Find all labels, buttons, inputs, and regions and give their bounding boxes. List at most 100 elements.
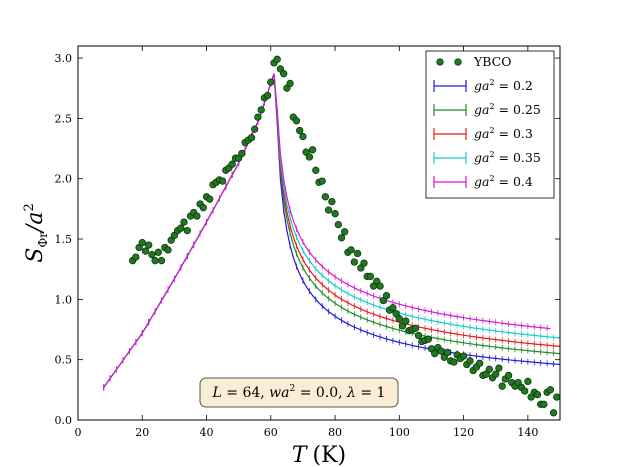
y-tick-label: 2.5 <box>55 112 73 125</box>
legend-label: ga2 = 0.25 <box>474 102 541 117</box>
ybco-point <box>312 166 320 174</box>
annotation-e2: = 0.0, <box>295 385 347 401</box>
ybco-point <box>540 400 548 408</box>
ybco-point <box>280 70 288 78</box>
ybco-point <box>350 258 358 266</box>
legend-item-3: ga2 = 0.3 <box>433 126 533 141</box>
ybco-point <box>238 149 246 158</box>
ybco-point <box>263 91 272 100</box>
x-axis-label: T (K) <box>292 443 346 467</box>
ybco-point <box>151 257 159 265</box>
ybco-point <box>521 387 529 395</box>
x-axis: 0 20 40 60 80 100 120 140 <box>75 46 538 439</box>
ybco-point <box>546 386 555 394</box>
ybco-point <box>199 204 207 212</box>
legend-items: YBCO ga2 = 0.2 ga2 = 0.25 ga2 = 0.3 ga2 = 0.… <box>433 54 541 189</box>
x-tick-label: 40 <box>200 426 214 439</box>
ybco-point <box>318 177 326 185</box>
ybco-point <box>193 212 201 220</box>
legend-item-5: ga2 = 0.4 <box>433 174 533 189</box>
legend-item-4: ga2 = 0.35 <box>433 150 541 165</box>
ybco-point <box>328 197 336 206</box>
ybco-point <box>286 79 294 88</box>
plot-frame <box>77 45 561 421</box>
annotation-box <box>199 377 399 408</box>
x-tick-label: 20 <box>135 426 149 439</box>
ybco-point <box>553 393 561 401</box>
ybco-point <box>492 370 500 378</box>
parameter-annotation: L = 64, wa2 = 0.0, λ = 1 <box>199 377 399 408</box>
annotation-e3: = 1 <box>356 385 386 401</box>
y-tick-label: 2.0 <box>55 173 73 186</box>
ybco-point <box>132 253 140 261</box>
x-tick-label: 100 <box>389 426 410 439</box>
ybco-point <box>257 106 265 114</box>
ybco-point <box>533 391 542 399</box>
y-axis-label-den: /a <box>23 212 48 235</box>
ybco-point <box>549 409 558 417</box>
y-tick-label: 0.0 <box>55 414 73 427</box>
ybco-point <box>157 257 166 265</box>
ybco-point <box>154 248 162 256</box>
ybco-point <box>376 282 384 290</box>
x-axis-label-var: T <box>292 443 309 467</box>
x-tick-label: 140 <box>517 426 538 439</box>
ybco-point <box>504 371 513 380</box>
annotation-l: L <box>212 385 222 401</box>
ybco-point <box>292 117 301 125</box>
ybco-point <box>305 153 314 161</box>
ybco-point <box>141 247 150 255</box>
ybco-point <box>498 382 506 390</box>
y-axis: 0.0 0.5 1.0 1.5 2.0 2.5 3.0 <box>55 52 560 427</box>
ybco-point <box>251 125 259 133</box>
legend: YBCO ga2 = 0.2 ga2 = 0.25 ga2 = 0.3 ga2 = 0.… <box>425 50 555 199</box>
x-tick-label: 80 <box>328 426 342 439</box>
ybco-point <box>382 292 391 300</box>
legend-item-0: YBCO <box>436 54 511 69</box>
y-tick-label: 3.0 <box>55 52 73 65</box>
ybco-point <box>389 304 397 312</box>
ybco-point <box>334 220 342 229</box>
ybco-point <box>347 246 355 254</box>
y-axis-label: SΦr/a2 <box>22 203 50 262</box>
ybco-point <box>366 272 375 281</box>
ybco-point <box>138 239 146 247</box>
ybco-point <box>395 315 403 323</box>
ybco-point <box>414 331 423 340</box>
ybco-point <box>431 349 439 358</box>
y-tick-label: 0.5 <box>55 354 73 367</box>
y-axis-label-sup: 2 <box>22 203 37 211</box>
annotation-e1: = 64, <box>222 385 269 401</box>
ybco-point <box>341 228 349 236</box>
ybco-point <box>267 78 275 86</box>
ybco-point <box>206 195 214 203</box>
ybco-point <box>402 317 410 325</box>
ybco-point <box>148 251 156 259</box>
ybco-point <box>308 146 317 154</box>
ybco-point <box>485 365 493 373</box>
x-tick-label: 60 <box>264 426 278 439</box>
annotation-lambda: λ <box>346 385 356 401</box>
y-tick-label: 1.0 <box>55 293 73 306</box>
ybco-point <box>218 177 227 185</box>
ybco-point <box>495 364 503 372</box>
ybco-point <box>183 226 191 235</box>
x-tick-label: 120 <box>453 426 474 439</box>
legend-item-1: ga2 = 0.2 <box>433 78 533 93</box>
x-axis-label-unit: (K) <box>313 443 347 467</box>
ybco-point <box>228 160 236 168</box>
ybco-point <box>247 134 256 142</box>
ybco-point <box>164 246 172 254</box>
annotation-w: wa <box>269 385 289 401</box>
ybco-point <box>337 234 346 242</box>
ybco-point <box>476 359 484 367</box>
ybco-point <box>360 259 368 267</box>
scatter-layer <box>128 55 561 417</box>
ybco-point <box>450 358 458 366</box>
legend-label: ga2 = 0.4 <box>474 174 533 189</box>
ybco-point <box>466 357 474 365</box>
legend-label: ga2 = 0.2 <box>474 78 533 93</box>
ybco-point <box>424 335 432 343</box>
ybco-point <box>443 348 452 357</box>
